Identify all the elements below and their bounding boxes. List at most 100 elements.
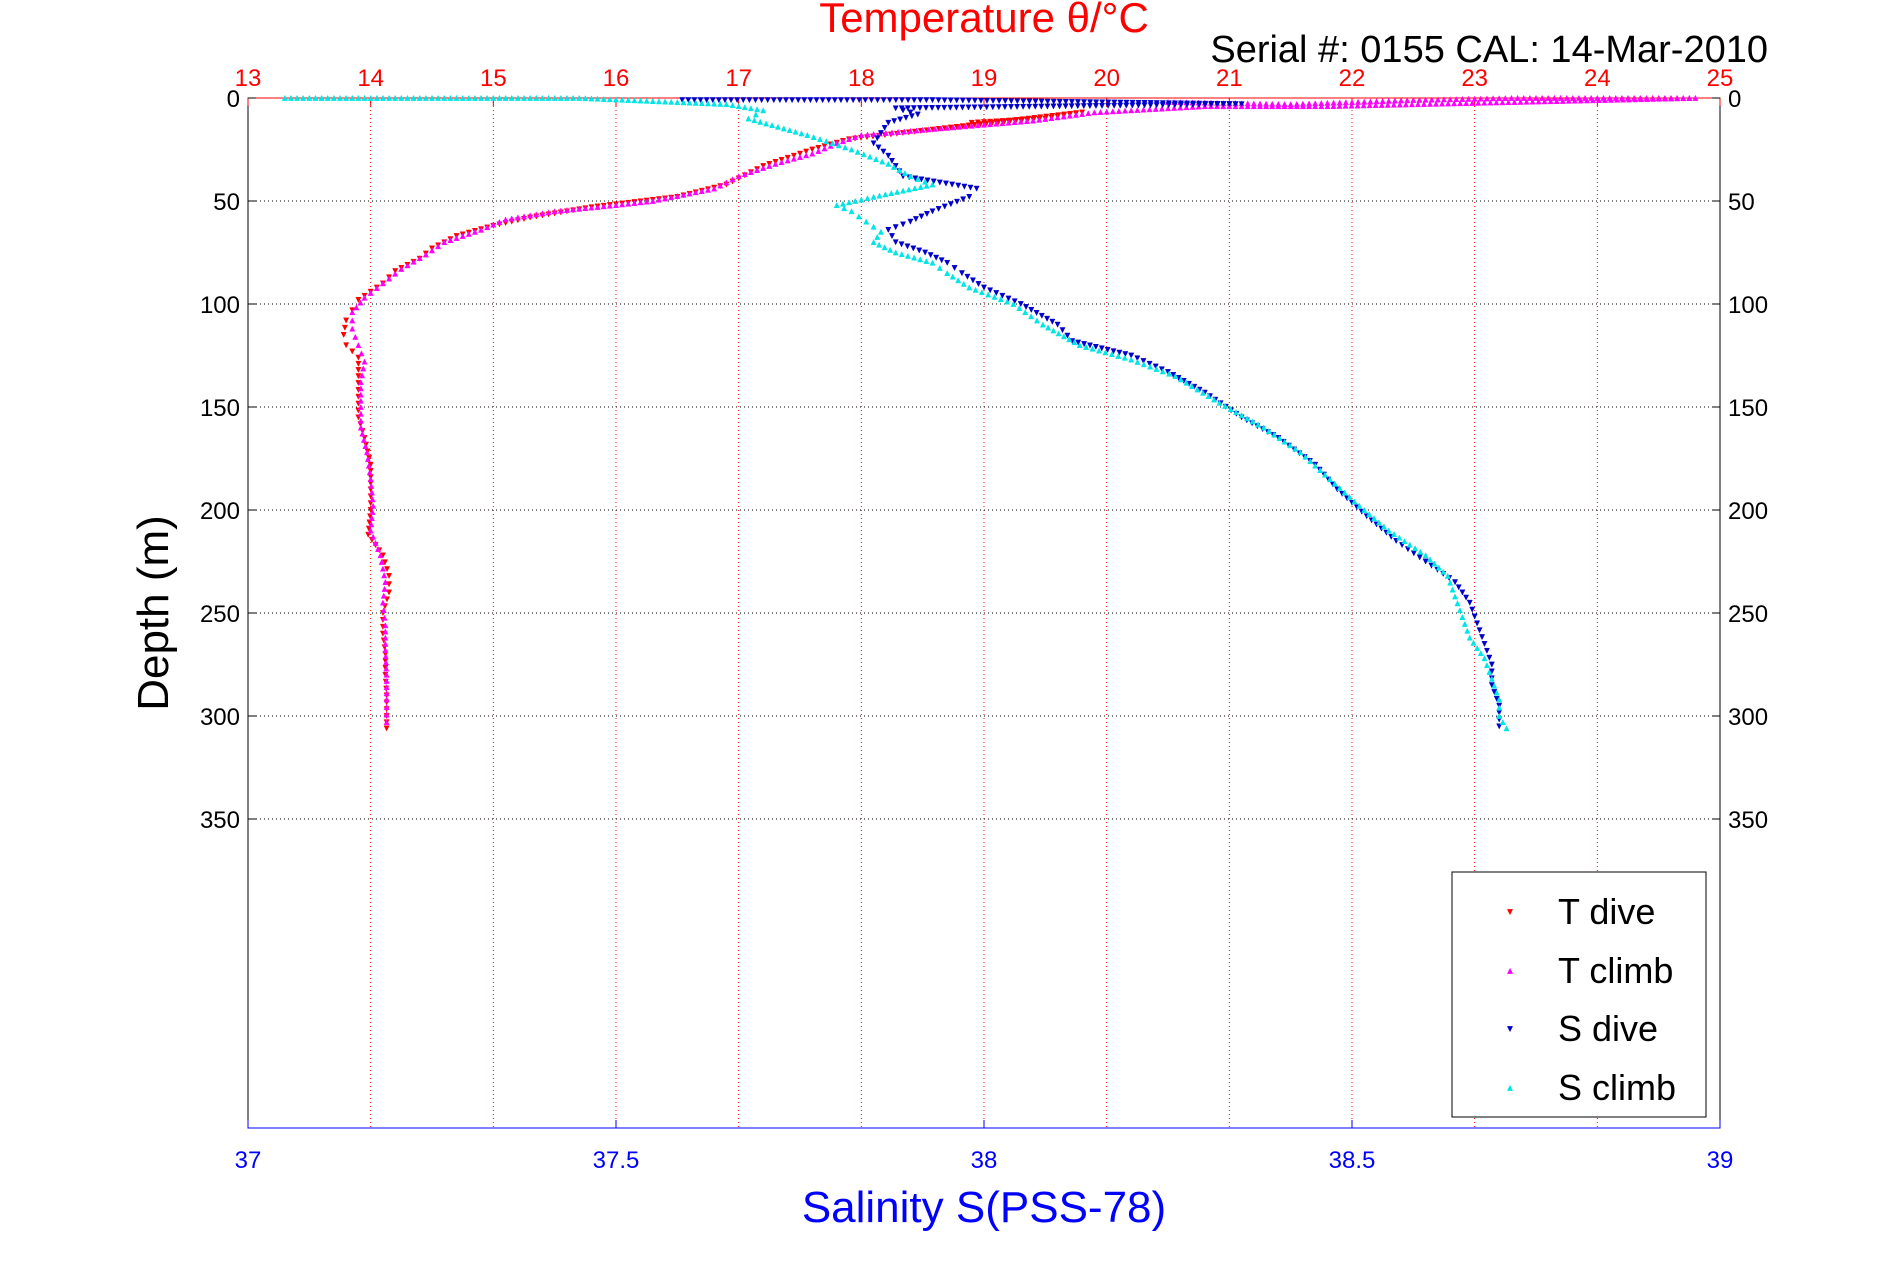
t-climb-point [1577,97,1584,104]
s-climb-point [978,289,985,296]
t-climb-point [1571,97,1578,104]
s-climb-point [882,191,889,198]
s-dive-point [941,203,948,210]
s-climb-point [1412,545,1419,552]
t-climb-point [784,157,791,164]
t-climb-point [349,325,356,332]
s-dive-point [999,292,1006,299]
t-climb-point [1011,119,1018,126]
t-climb-point [993,120,1000,127]
s-climb-point [1444,572,1451,579]
s-dive-point [900,221,907,228]
s-climb-point [1435,564,1442,571]
s-climb-point [873,155,880,162]
s-dive-point [1032,98,1039,105]
s-climb-point [1302,453,1309,460]
t-climb-point [852,133,859,140]
x-top-tick-label: 19 [971,65,998,92]
s-climb-point [625,96,632,103]
s-dive-point [989,104,996,111]
s-dive-point [1459,589,1466,596]
t-climb-point [357,424,364,431]
t-climb-point [1085,110,1092,117]
t-climb-point [1189,103,1196,110]
t-climb-point [1416,96,1423,103]
s-dive-point [1093,99,1100,106]
s-climb-point [1331,480,1338,487]
s-climb-point [1188,382,1195,389]
s-climb-point [422,94,429,101]
s-climb-point [914,175,921,182]
t-climb-point [366,469,373,476]
s-climb-point [876,241,883,248]
t-climb-point [717,182,724,189]
s-dive-point [740,97,747,104]
s-dive-point [907,218,914,225]
t-climb-point [1342,102,1349,109]
t-climb-point [398,265,405,272]
s-climb-point [833,201,840,208]
s-climb-point [1050,327,1057,334]
s-dive-point [1056,103,1063,110]
t-climb-point [1391,97,1398,104]
s-climb-point [1271,431,1278,438]
s-climb-point [539,94,546,101]
t-climb-point [1164,105,1172,112]
s-climb-point [379,94,386,101]
s-climb-point [955,277,962,284]
s-dive-point [977,97,984,104]
t-dive-point [1049,113,1056,120]
t-climb-point [803,152,810,159]
t-climb-point [379,565,386,572]
s-climb-point [1121,354,1128,361]
t-climb-point [815,147,822,154]
s-dive-point [874,135,881,142]
t-climb-point [778,159,785,166]
t-climb-point [1595,97,1602,104]
s-dive-point [1116,349,1123,356]
s-climb-point [1491,682,1498,689]
x-top-tick-label: 20 [1093,65,1120,92]
t-climb-point [1312,103,1319,110]
t-climb-point [1539,94,1546,101]
t-climb-point [368,489,375,496]
s-climb-point [1066,336,1073,343]
t-dive-point [355,297,362,304]
s-climb-point [835,142,842,149]
s-climb-point [576,94,583,101]
t-climb-point [383,690,390,697]
s-climb-point [894,188,901,195]
t-climb-point [1158,105,1165,112]
t-climb-point [382,634,389,641]
t-climb-point [1103,108,1110,115]
s-climb-point [471,94,478,101]
s-climb-point [1281,438,1288,445]
s-climb-point [816,136,823,143]
s-dive-point [941,104,948,111]
s-climb-point [398,94,405,101]
s-dive-point [907,109,914,116]
s-climb-point [1016,304,1023,311]
s-dive-point [902,114,909,121]
s-climb-point [1326,475,1333,482]
s-dive-point [964,273,971,280]
s-climb-point [1004,298,1011,305]
s-climb-point [698,99,705,106]
s-dive-point [933,254,940,261]
s-dive-point [1483,647,1490,654]
s-dive-point [922,249,929,256]
t-climb-point [379,599,386,606]
s-climb-point [907,173,914,180]
t-climb-point [649,197,656,204]
t-climb-point [1299,103,1306,110]
s-climb-point [877,228,884,235]
t-climb-point [1490,95,1497,102]
s-climb-point [612,96,620,103]
s-dive-point [959,97,966,104]
s-dive-point [1171,102,1178,109]
t-climb-point [1017,118,1024,125]
t-climb-point [502,216,509,223]
s-dive-point [789,97,796,104]
s-climb-point [619,96,626,103]
s-climb-point [343,94,350,101]
